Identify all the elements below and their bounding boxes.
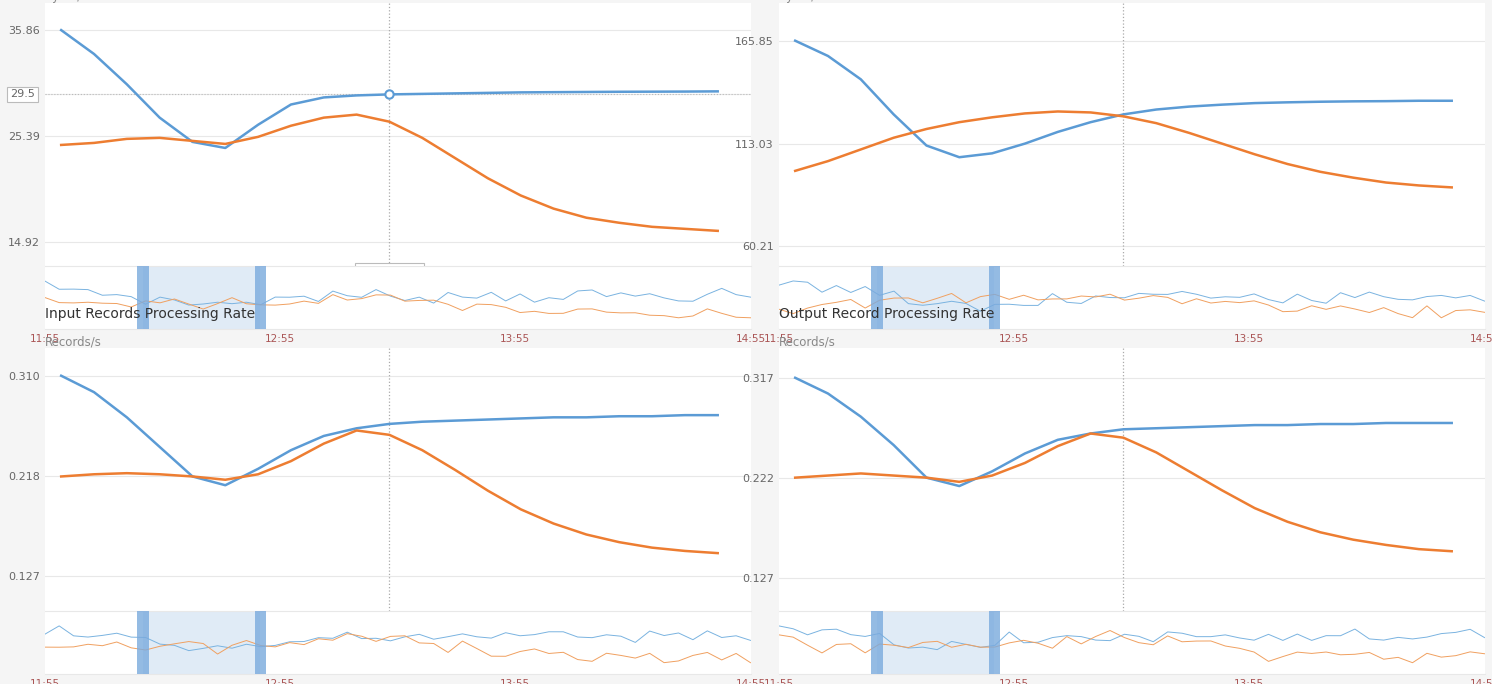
- Bar: [877, 266, 995, 329]
- Bar: [877, 611, 995, 674]
- Text: Output Record Processing Rate: Output Record Processing Rate: [779, 307, 994, 321]
- Text: Records/s: Records/s: [45, 335, 101, 348]
- Bar: [143, 611, 261, 674]
- Bar: [137, 611, 149, 674]
- Bar: [989, 266, 1000, 329]
- Bar: [871, 266, 883, 329]
- Bar: [137, 266, 149, 329]
- Bar: [255, 266, 266, 329]
- Bar: [871, 611, 883, 674]
- Text: Bytes/s: Bytes/s: [45, 0, 88, 3]
- Text: Records/s: Records/s: [779, 335, 836, 348]
- Text: Bytes/s: Bytes/s: [779, 0, 822, 3]
- Text: 29.5: 29.5: [10, 90, 34, 99]
- Bar: [143, 266, 261, 329]
- Text: 03-21 12:35: 03-21 12:35: [358, 266, 421, 276]
- Bar: [989, 611, 1000, 674]
- Bar: [255, 611, 266, 674]
- Text: Input Records Processing Rate: Input Records Processing Rate: [45, 307, 255, 321]
